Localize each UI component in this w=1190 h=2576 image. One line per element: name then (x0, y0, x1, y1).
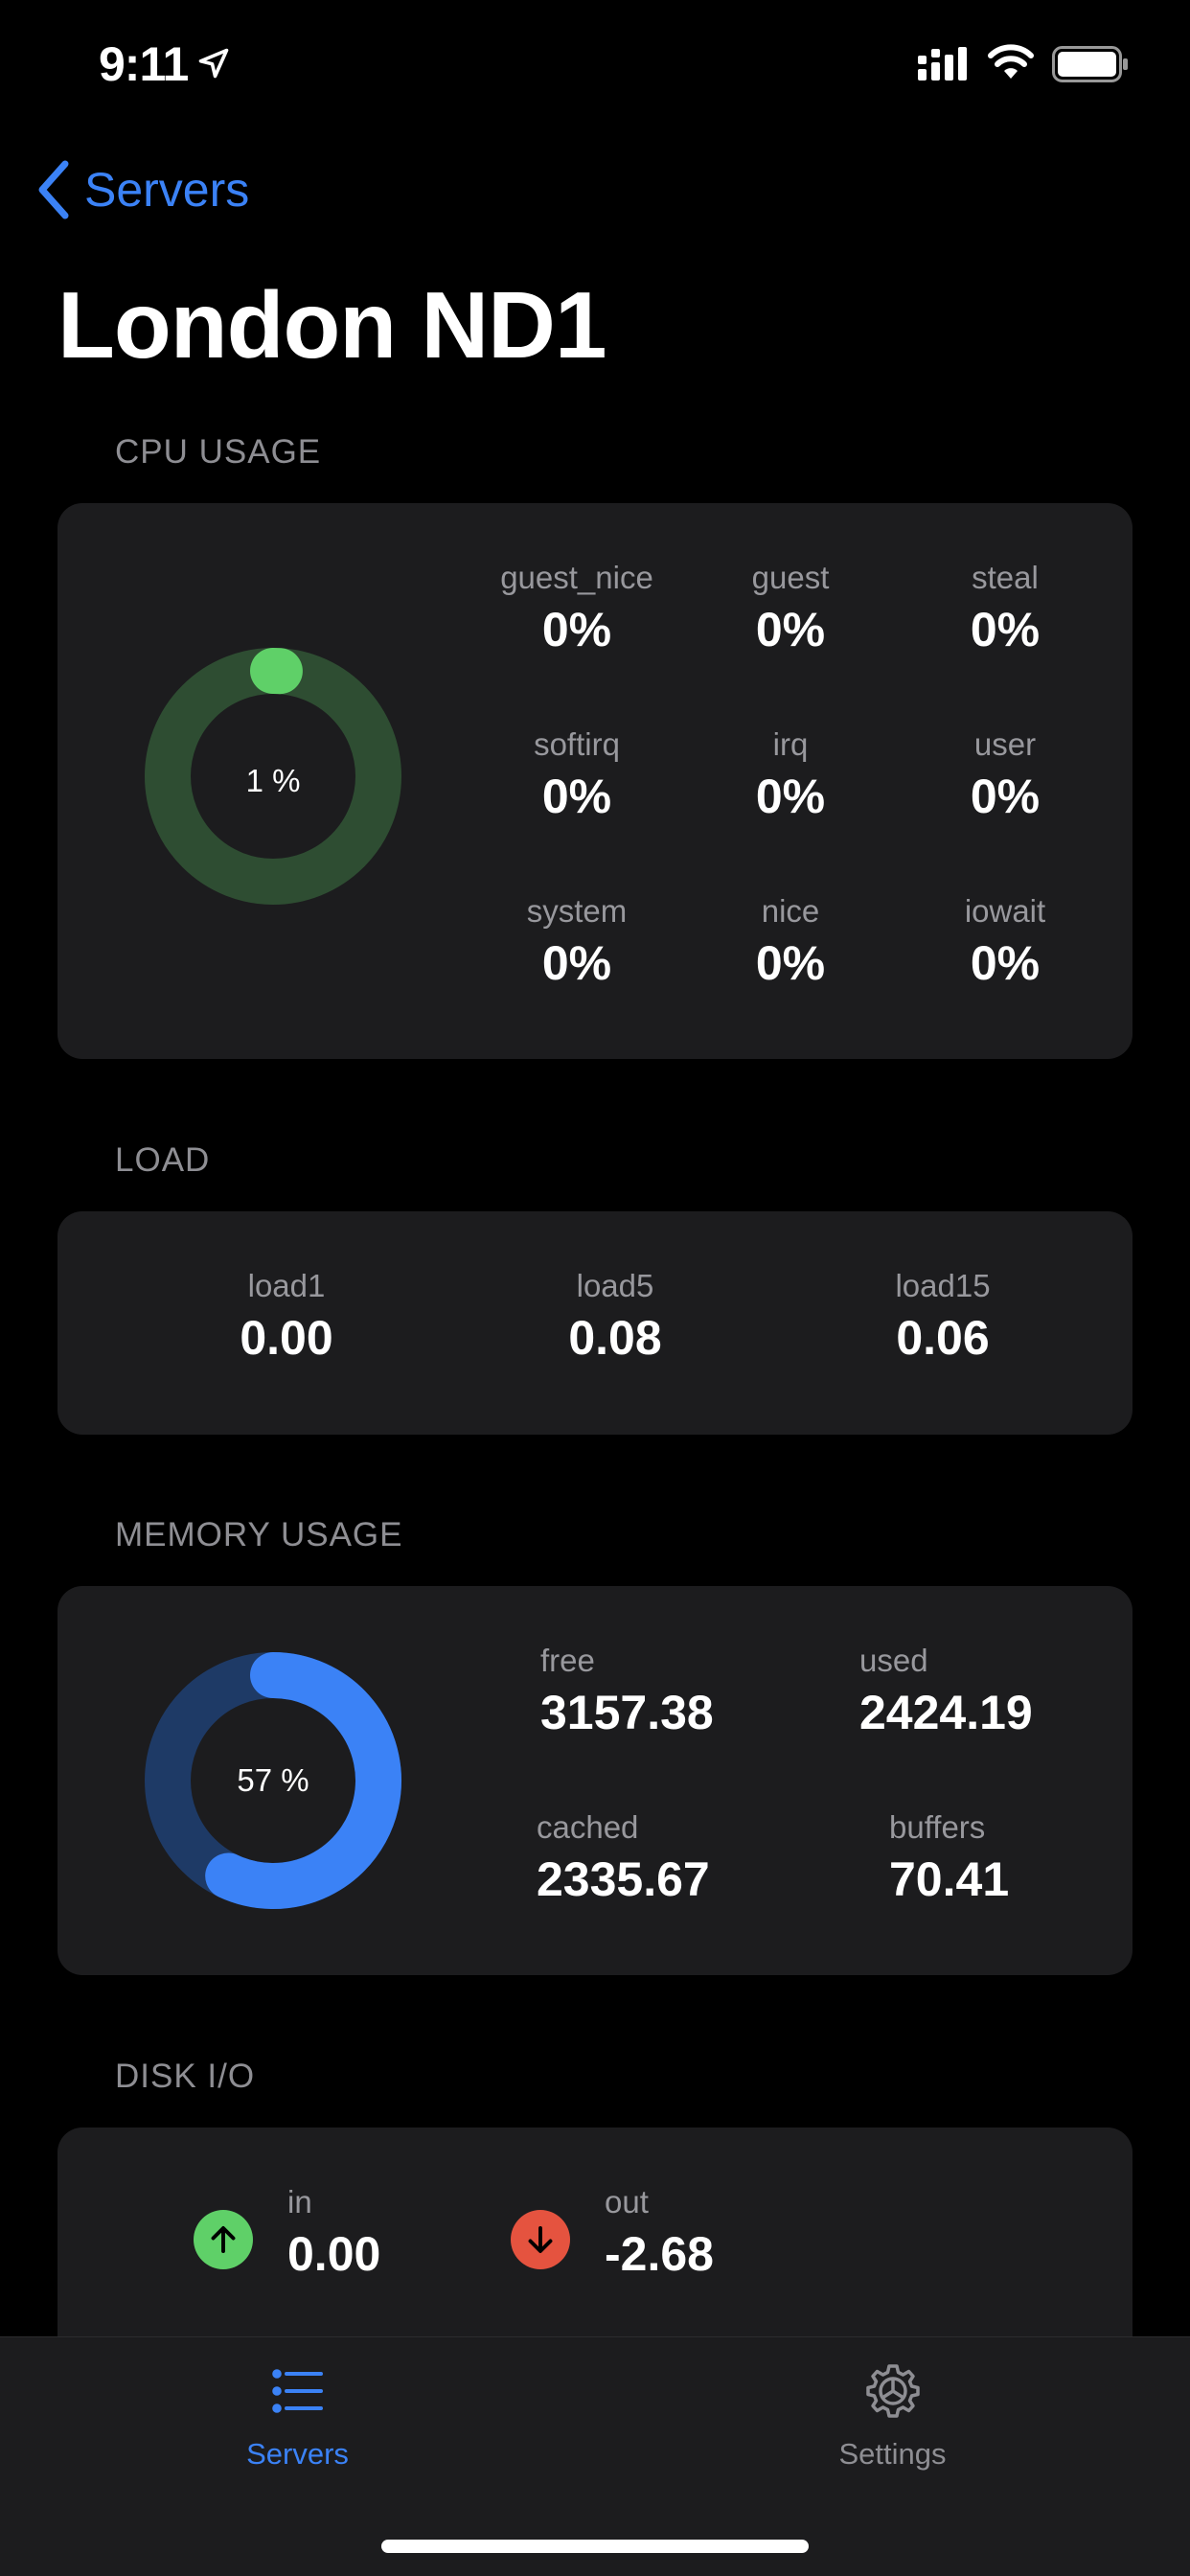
load-stat-load15: load15 0.06 (895, 1267, 990, 1367)
cpu-donut-chart (145, 648, 401, 905)
stat-value: 2335.67 (537, 1852, 710, 1906)
stat-label: iowait (964, 893, 1046, 929)
stat-label: in (287, 2184, 312, 2220)
memory-stat-cached: cached 2335.67 (537, 1808, 710, 1908)
location-arrow-icon (198, 48, 229, 79)
disk-io-header: DISK I/O (115, 2058, 256, 2095)
load-header: LOAD (115, 1141, 211, 1179)
arrow-up-icon (194, 2210, 253, 2269)
stat-label: buffers (889, 1809, 986, 1845)
stat-value: -2.68 (605, 2227, 714, 2281)
list-icon (271, 2369, 323, 2413)
status-bar: 9:11 (0, 0, 1190, 126)
tab-label: Settings (838, 2437, 947, 2471)
disk-io-card: in 0.00 out -2.68 (57, 2128, 1133, 2377)
cpu-stat-nice: nice 0% (756, 892, 825, 992)
stat-label: irq (772, 726, 809, 762)
stat-value: 0% (755, 770, 826, 823)
stat-value: 0.08 (568, 1311, 662, 1365)
stat-value: 0% (541, 603, 612, 656)
gear-icon (865, 2364, 920, 2418)
stat-label: system (526, 893, 628, 929)
arrow-down-icon (511, 2210, 570, 2269)
tab-label: Servers (246, 2437, 349, 2471)
cpu-usage-card: 1 % guest_nice 0% guest 0% steal 0% soft… (57, 503, 1133, 1059)
cpu-stat-user: user 0% (971, 725, 1040, 825)
stat-value: 0.00 (287, 2227, 381, 2281)
disk-stat-in: in 0.00 (287, 2183, 380, 2283)
tab-servers[interactable]: Servers (0, 2337, 595, 2491)
memory-donut-chart (145, 1652, 401, 1909)
cpu-stat-guest: guest 0% (752, 559, 830, 658)
memory-stat-used: used 2424.19 (859, 1642, 1033, 1741)
stat-label: guest (751, 560, 830, 595)
memory-usage-card: 57 % free 3157.38 used 2424.19 cached 23… (57, 1586, 1133, 1975)
battery-icon (1052, 46, 1128, 82)
cpu-stat-system: system 0% (527, 892, 628, 992)
stat-value: 0% (970, 770, 1041, 823)
stat-label: steal (972, 560, 1039, 595)
chevron-left-icon (38, 160, 69, 219)
stat-label: load5 (576, 1268, 654, 1303)
status-time: 9:11 (99, 37, 189, 91)
memory-donut-fill (205, 1652, 401, 1909)
cpu-stat-softirq: softirq 0% (534, 725, 620, 825)
cpu-stat-guest-nice: guest_nice 0% (500, 559, 653, 658)
memory-stat-buffers: buffers 70.41 (889, 1808, 1009, 1908)
cpu-stat-steal: steal 0% (971, 559, 1040, 658)
page-title: London ND1 (57, 272, 606, 378)
home-indicator (381, 2540, 809, 2553)
cpu-percent-text: 1 % (245, 763, 301, 798)
stat-label: cached (537, 1809, 639, 1845)
memory-percent-text: 57 % (237, 1762, 309, 1798)
back-button-label: Servers (84, 163, 250, 217)
wifi-icon (988, 44, 1034, 79)
stat-label: used (859, 1643, 928, 1678)
load-card: load1 0.00 load5 0.08 load15 0.06 (57, 1211, 1133, 1435)
stat-value: 0% (755, 936, 826, 990)
stat-value: 0% (970, 936, 1041, 990)
tab-settings[interactable]: Settings (595, 2337, 1190, 2491)
memory-usage-header: MEMORY USAGE (115, 1516, 403, 1553)
stat-label: softirq (534, 726, 620, 762)
stat-label: free (540, 1643, 595, 1678)
stat-label: out (605, 2184, 649, 2220)
stat-value: 0% (970, 603, 1041, 656)
stat-label: nice (761, 893, 820, 929)
stat-label: guest_nice (500, 560, 653, 595)
stat-label: load15 (895, 1268, 991, 1303)
load-stat-load1: load1 0.00 (240, 1267, 332, 1367)
stat-value: 0% (755, 603, 826, 656)
cpu-stat-iowait: iowait 0% (965, 892, 1045, 992)
stat-label: user (973, 726, 1037, 762)
disk-stat-out: out -2.68 (605, 2183, 714, 2283)
stat-value: 0.00 (240, 1311, 333, 1365)
cellular-signal-icon (918, 47, 967, 80)
stat-value: 2424.19 (859, 1686, 1033, 1739)
cpu-usage-header: CPU USAGE (115, 433, 322, 471)
stat-value: 0.06 (896, 1311, 990, 1365)
stat-value: 70.41 (889, 1852, 1010, 1906)
tab-bar: Servers Settings (0, 2336, 1190, 2576)
stat-value: 3157.38 (540, 1686, 714, 1739)
back-button[interactable]: Servers (34, 153, 249, 226)
stat-value: 0% (541, 936, 612, 990)
cpu-stat-irq: irq 0% (756, 725, 825, 825)
stat-label: load1 (247, 1268, 326, 1303)
load-stat-load5: load5 0.08 (568, 1267, 661, 1367)
memory-stat-free: free 3157.38 (540, 1642, 714, 1741)
stat-value: 0% (541, 770, 612, 823)
